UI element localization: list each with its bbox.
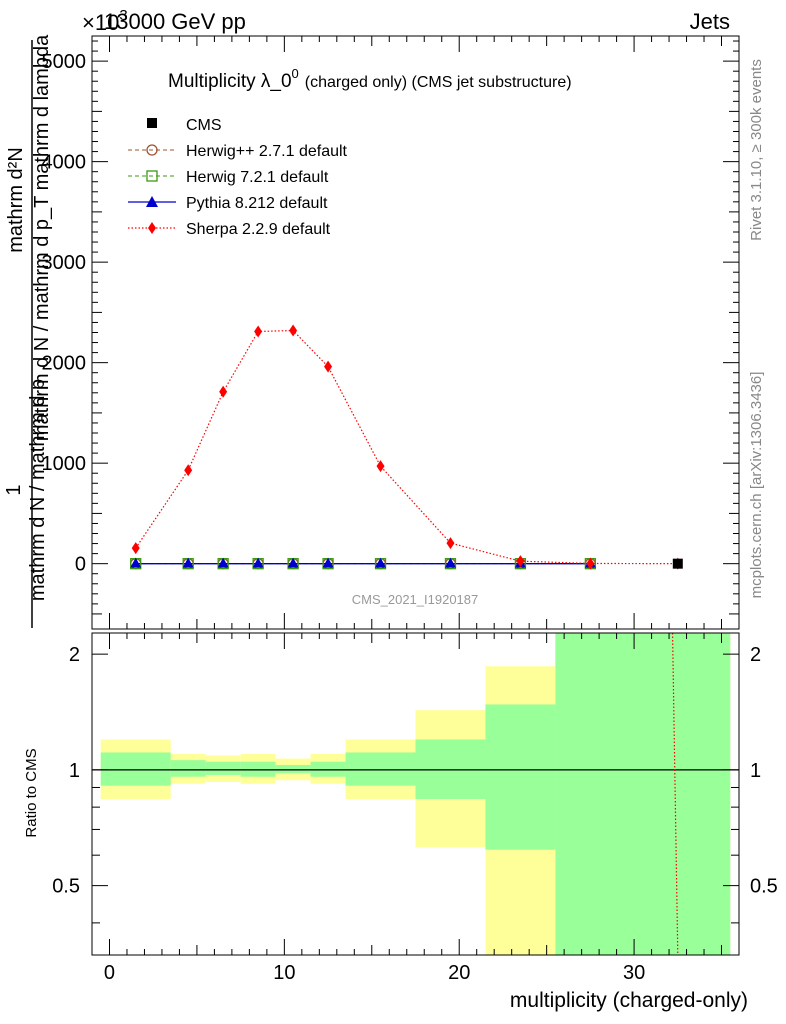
energy-label: 13000 GeV pp: [104, 9, 246, 34]
ratio-stat-band: [310, 761, 346, 777]
mcplots-label: mcplots.cern.ch [arXiv:1306.3436]: [748, 372, 765, 599]
main-x-ticks: [91, 36, 740, 629]
main-title: Multiplicity λ_00(charged only) (CMS jet…: [168, 66, 572, 92]
main-y-tick-label: 4000: [42, 152, 87, 174]
ratio-y-title: Ratio to CMS: [23, 748, 40, 837]
main-y-title-num-expr: mathrm d²N: [5, 147, 27, 253]
sherpa-point: [324, 360, 333, 373]
watermark: CMS_2021_I1920187: [352, 592, 479, 607]
ratio-stat-band: [415, 739, 486, 799]
legend-cms-marker: [147, 118, 157, 128]
ratio-axes: 0 10 20 30 0.5 0.5 1 1 2 2: [52, 633, 778, 984]
main-y-title-den-expr: mathrm d N / mathrm d p_T mathrm d lambd…: [31, 34, 53, 441]
main-y-tick-label: 1000: [42, 453, 87, 475]
rivet-label: Rivet 3.1.10, ≥ 300k events: [748, 59, 765, 241]
sherpa-line: [135, 329, 678, 565]
pythia-point: [130, 557, 142, 568]
ratio-stat-band: [170, 760, 206, 777]
sherpa-point: [184, 464, 193, 477]
cms-point: [672, 558, 683, 569]
exponent-power: 3: [119, 7, 127, 24]
ratio-stat-band: [240, 761, 276, 777]
ratio-stat-band: [100, 752, 171, 786]
ratio-stat-band: [485, 704, 556, 850]
ratio-y-tick-label-right: 1: [750, 760, 761, 782]
ratio-panel-frame: [91, 632, 740, 956]
exponent-label: ×103: [82, 7, 128, 35]
x-axis-title: multiplicity (charged-only): [510, 989, 748, 1012]
process-label: Jets: [690, 9, 730, 34]
ratio-stat-band: [555, 633, 731, 955]
main-y-tick-label: 3000: [42, 252, 87, 274]
cms-series: [672, 558, 683, 569]
ratio-x-tick-label: 20: [448, 962, 470, 984]
sherpa-point: [289, 324, 298, 337]
pythia-point: [252, 557, 264, 568]
ratio-stat-band: [275, 764, 311, 774]
pythia-point: [444, 557, 456, 568]
legend-cms-label: CMS: [186, 117, 222, 134]
main-y-axis: 0 1000 2000 3000 4000 5000: [42, 40, 739, 615]
ratio-y-tick-label-right: 2: [750, 644, 761, 666]
pythia-point: [322, 557, 334, 568]
ratio-x-tick-label: 10: [273, 962, 295, 984]
legend-herwig7-marker: [146, 170, 158, 182]
main-y-title-numerator: 1: [3, 484, 25, 495]
ratio-y-tick-label: 1: [69, 760, 80, 782]
sherpa-point: [516, 555, 525, 568]
ratio-x-tick-label: 30: [623, 962, 645, 984]
ratio-x-tick-label: 0: [104, 962, 115, 984]
ratio-stat-band: [345, 752, 416, 786]
sherpa-point: [376, 460, 385, 473]
pythia-point: [375, 557, 387, 568]
pythia-point: [182, 557, 194, 568]
sherpa-point: [446, 537, 455, 550]
legend-sherpa-label: Sherpa 2.2.9 default: [186, 221, 331, 238]
sherpa-point: [586, 557, 595, 570]
legend-herwig7-label: Herwig 7.2.1 default: [186, 169, 329, 186]
ratio-y-tick-label: 0.5: [52, 876, 80, 898]
ratio-y-tick-label: 2: [69, 644, 80, 666]
ratio-sherpa-line: [671, 632, 679, 956]
legend-sherpa-marker: [148, 222, 156, 234]
main-y-title: 1 mathrm d²N mathrm d N / mathrm d p_T m…: [3, 34, 53, 628]
legend-herwigpp-label: Herwig++ 2.7.1 default: [186, 143, 348, 160]
legend-pythia-label: Pythia 8.212 default: [186, 195, 328, 212]
pythia-point: [287, 557, 299, 568]
pythia-point: [217, 557, 229, 568]
sherpa-series: [131, 324, 682, 570]
ratio-stat-band: [205, 761, 241, 775]
main-y-tick-label: 2000: [42, 353, 87, 375]
main-y-title-denominator: mathrm d N / mathrm d p: [27, 379, 49, 601]
legend-herwigpp-marker: [146, 144, 158, 156]
main-y-tick-label: 0: [75, 554, 86, 576]
ratio-y-tick-label-right: 0.5: [750, 876, 778, 898]
legend-pythia-marker: [146, 196, 158, 207]
legend: CMS Herwig++ 2.7.1 default Herwig 7.2.1 …: [128, 117, 348, 238]
ratio-bands: [92, 632, 739, 956]
sherpa-point: [254, 325, 263, 338]
sherpa-point: [131, 542, 140, 555]
mc-series: [130, 557, 597, 570]
main-y-tick-label: 5000: [42, 51, 87, 73]
sherpa-point: [219, 385, 228, 398]
